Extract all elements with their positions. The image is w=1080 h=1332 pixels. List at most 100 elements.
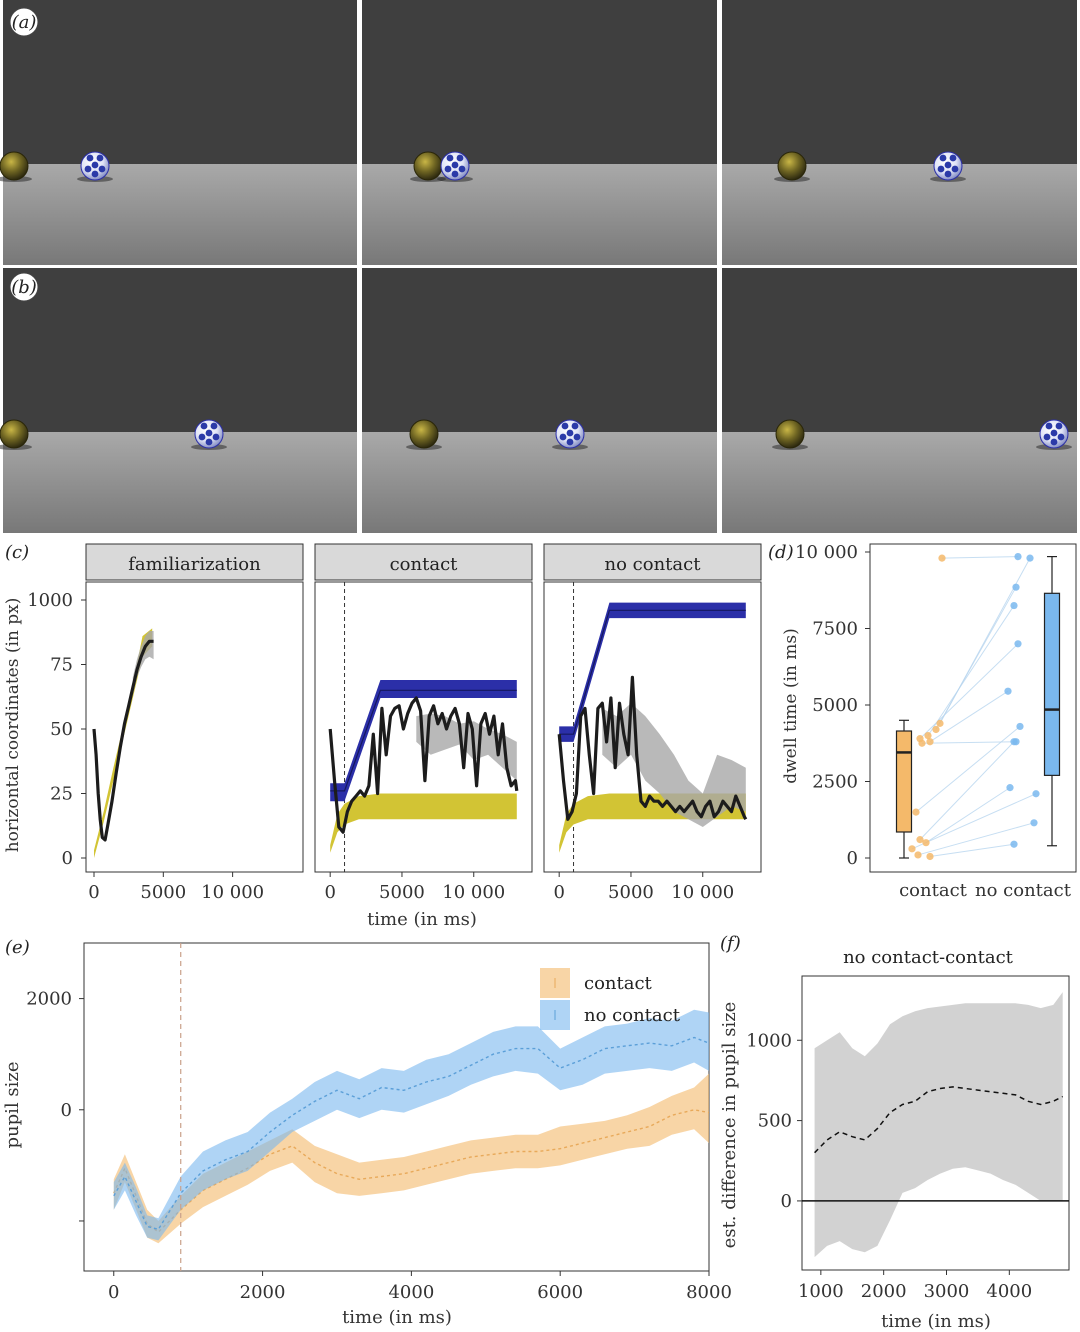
contact-point (926, 852, 934, 861)
x-tick-label: 0 (88, 882, 99, 903)
y-tick-label: 0 (62, 848, 73, 869)
blue-ball-patch (98, 165, 106, 173)
blue-ball-patch (1050, 438, 1058, 446)
pair-line (929, 690, 1009, 743)
x-tick-label: 10 000 (201, 882, 264, 903)
y-tick-label: 0 (847, 848, 858, 869)
blue-ball-patch (944, 161, 952, 169)
panel-f-xlabel: time (in ms) (881, 1311, 991, 1332)
blue-ball-patch (1045, 422, 1053, 430)
facet-plot-area (92, 628, 154, 858)
series-ribbon (113, 1073, 710, 1244)
pair-line (925, 787, 1011, 844)
pair-line (929, 843, 1015, 857)
pair-line (927, 605, 1015, 736)
blue-ball-patch (456, 154, 464, 162)
blue-ball-patch (451, 161, 459, 169)
facet-panel (85, 581, 304, 873)
no-contact-point (1004, 687, 1012, 695)
box-contact (895, 719, 913, 859)
blue-ball-patch (951, 165, 959, 173)
blue-ball-patch (91, 161, 99, 169)
x-tick-label: 4000 (986, 1281, 1032, 1302)
yellow-ball (413, 151, 443, 181)
panel-f-chart: 1000 2000 3000 4000 0 500 1000 (746, 975, 1070, 1302)
contact-point (936, 719, 944, 727)
credible-interval-ribbon (814, 992, 1063, 1258)
x-tick-label: 0 (108, 1282, 119, 1303)
legend-label: no contact (584, 1005, 681, 1026)
blue-ball-patch (1050, 429, 1058, 437)
panel-e-chart: 0 2000 4000 6000 8000 2000 0 contact no contact (26, 942, 732, 1303)
no-contact-point (1006, 784, 1014, 792)
x-tick-label: 5000 (140, 882, 186, 903)
yellow-ball-track (330, 793, 517, 853)
no-contact-point (1030, 819, 1038, 827)
facet-strip-label: contact (390, 554, 459, 575)
blue-ball-patch (566, 438, 574, 446)
svg-text:(a): (a) (12, 12, 37, 33)
panel-tag-a: (a) (9, 7, 39, 37)
blue-ball-patch (566, 429, 574, 437)
facet-no-contact: no contact 0 5000 10 000 (543, 543, 762, 903)
box-no-contact (1043, 555, 1061, 847)
scene-frame (0, 268, 357, 533)
blue-ball-patch (1043, 433, 1051, 441)
gaze-band (132, 631, 154, 696)
legend-label: contact (584, 973, 653, 994)
scene-floor (3, 432, 357, 533)
blue-ball-patch (444, 165, 452, 173)
blue-ball-patch (949, 154, 957, 162)
y-tick-label: 5000 (812, 695, 858, 716)
facet-contact: contact 0 5000 10 000 (314, 543, 533, 903)
y-tick-label: 50 (50, 719, 73, 740)
blue-ball-patch (205, 429, 213, 437)
contact-point (932, 725, 940, 734)
no-contact-point (1014, 552, 1022, 561)
x-tick-label: no contact (975, 880, 1072, 901)
paired-lines (908, 552, 1040, 861)
contact-point (924, 732, 932, 740)
contact-point (916, 836, 924, 844)
blue-ball-patch (1057, 433, 1065, 441)
contact-point (914, 851, 922, 859)
x-tick-label: contact (899, 880, 968, 901)
yellow-ball (409, 419, 439, 449)
scene-floor (3, 164, 357, 265)
no-contact-point (1012, 583, 1020, 591)
y-tick-label: 10 000 (795, 542, 858, 563)
blue-ball-track-center (330, 689, 517, 792)
x-tick-label: 6000 (537, 1282, 583, 1303)
facet-plot-area (557, 582, 748, 872)
x-tick-label: 8000 (686, 1282, 732, 1303)
facet-strip (85, 543, 304, 581)
scene-panels (0, 0, 1077, 533)
no-contact-point (1032, 790, 1040, 798)
series-no-contact (113, 1009, 710, 1241)
series-ribbon (113, 1009, 710, 1241)
no-contact-point (1014, 640, 1022, 648)
no-contact-point (1010, 738, 1018, 746)
y-tick-label: 0 (781, 1191, 792, 1212)
x-tick-label: 0 (324, 882, 335, 903)
contact-point (912, 808, 920, 816)
yellow-ball (0, 151, 29, 181)
y-tick-label: 2500 (812, 772, 858, 793)
blue-ball-patch (210, 422, 218, 430)
blue-ball-patch (1055, 422, 1063, 430)
gaze-line (328, 696, 519, 834)
facet-strip-label: familiarization (128, 554, 261, 575)
facet-strip (314, 543, 533, 581)
x-tick-label: 2000 (240, 1282, 286, 1303)
blue-ball-patch (96, 154, 104, 162)
pair-line (915, 726, 1021, 813)
blue-ball-patch (559, 433, 567, 441)
panel-c-xlabel: time (in ms) (367, 909, 477, 930)
panel-d-chart: 0 2500 5000 7500 10 000 contact no contact (795, 542, 1077, 901)
yellow-ball-track (94, 628, 153, 858)
blue-ball-patch (451, 170, 459, 178)
blue-ball-patch (937, 165, 945, 173)
y-tick-label: 7500 (812, 619, 858, 640)
yellow-ball (0, 419, 29, 449)
